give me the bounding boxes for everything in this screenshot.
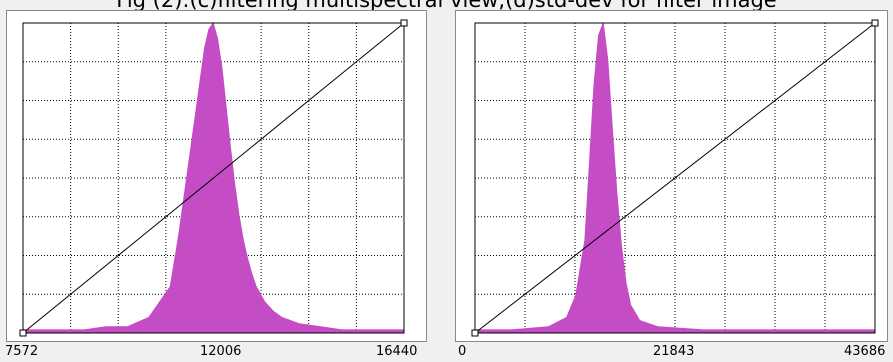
histogram-chart-d: [471, 19, 879, 337]
histogram-panel-d: [455, 10, 888, 342]
histogram-panel-c: [6, 10, 427, 342]
stretch-handle-max: [871, 19, 879, 27]
stretch-handle-max: [400, 19, 408, 27]
histogram-chart-c: [19, 19, 408, 337]
stretch-handle-min: [19, 329, 27, 337]
histogram-area: [474, 22, 876, 334]
x-tick-label: 16440: [376, 344, 418, 359]
stretch-handle-min: [471, 329, 479, 337]
plot-frame: [22, 22, 405, 334]
x-tick-label: 7572: [5, 344, 39, 359]
stretch-line: [22, 22, 405, 334]
x-tick-label: 12006: [200, 344, 242, 359]
plot-frame: [474, 22, 876, 334]
figure-caption: Fig (2):(c)filtering multispectral view,…: [116, 0, 777, 12]
x-tick-label: 0: [458, 344, 467, 359]
x-tick-label: 21843: [653, 344, 695, 359]
stretch-line: [474, 22, 876, 334]
x-tick-label: 43686: [844, 344, 886, 359]
